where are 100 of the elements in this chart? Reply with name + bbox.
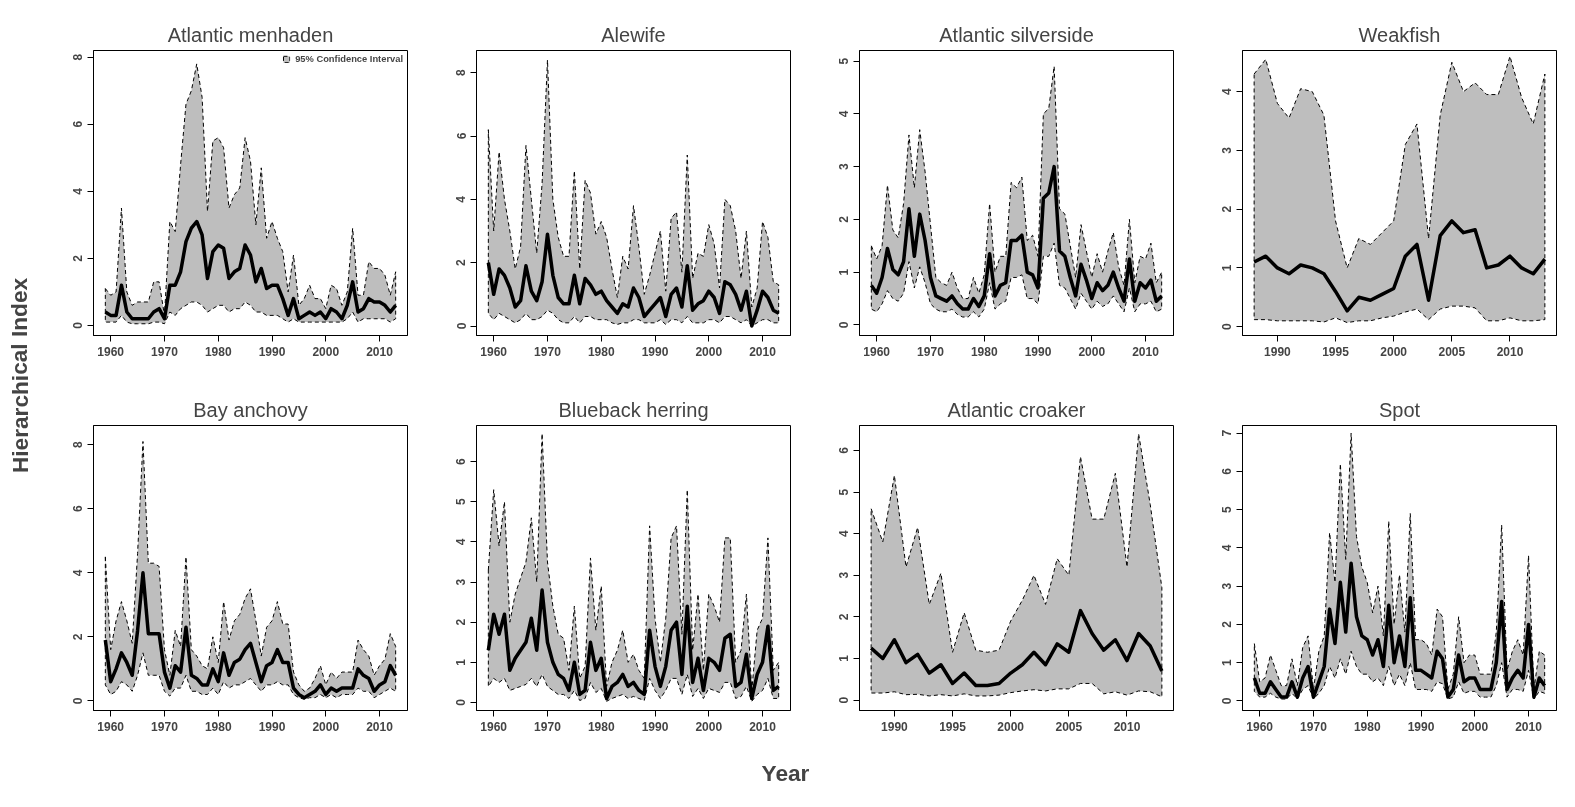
- y-tick-label: 5: [837, 57, 852, 65]
- x-tick-label: 1990: [258, 344, 286, 359]
- chart-title: Weakfish: [1358, 23, 1441, 46]
- y-tick-label: 6: [837, 446, 852, 454]
- chart-title: Bay anchovy: [193, 398, 308, 421]
- y-tick-label: 5: [837, 488, 852, 496]
- x-tick-label: 1970: [151, 344, 179, 359]
- y-tick-label: 6: [454, 132, 469, 140]
- y-tick-label: 0: [837, 696, 852, 704]
- x-tick-label: 1990: [641, 719, 669, 734]
- x-tick-label: 2010: [366, 344, 394, 359]
- y-tick-label: 6: [1220, 467, 1235, 475]
- x-tick-label: 1990: [1024, 344, 1052, 359]
- y-tick-label: 0: [71, 321, 86, 329]
- x-tick-label: 1990: [258, 719, 286, 734]
- x-tick-label: 2000: [1461, 719, 1489, 734]
- y-tick-label: 3: [1220, 146, 1235, 154]
- y-tick-label: 3: [1220, 582, 1235, 590]
- y-tick-label: 1: [1220, 264, 1235, 272]
- legend-label: 95% Confidence Interval: [295, 54, 403, 64]
- y-tick-label: 1: [454, 658, 469, 666]
- y-tick-label: 0: [1220, 323, 1235, 331]
- y-tick-label: 0: [454, 698, 469, 706]
- x-tick-label: 2010: [749, 719, 777, 734]
- x-tick-label: 2000: [312, 344, 340, 359]
- y-tick-label: 2: [71, 254, 86, 262]
- y-tick-label: 6: [454, 457, 469, 465]
- x-tick-label: 2000: [997, 719, 1025, 734]
- chart-title: Alewife: [601, 23, 666, 46]
- y-tick-label: 1: [837, 654, 852, 662]
- x-tick-label: 2000: [312, 719, 340, 734]
- y-tick-label: 8: [71, 441, 86, 449]
- y-tick-label: 3: [454, 578, 469, 586]
- y-tick-label: 0: [71, 697, 86, 705]
- chart-title: Spot: [1378, 398, 1421, 421]
- y-tick-label: 4: [837, 530, 852, 538]
- y-tick-label: 2: [454, 618, 469, 626]
- x-tick-label: 1990: [641, 344, 669, 359]
- y-tick-label: 7: [1220, 429, 1235, 437]
- x-tick-label: 2010: [749, 344, 777, 359]
- x-tick-label: 1970: [534, 344, 562, 359]
- x-tick-label: 1960: [863, 344, 891, 359]
- y-tick-label: 0: [837, 321, 852, 329]
- y-tick-label: 5: [454, 498, 469, 506]
- x-tick-label: 2000: [695, 719, 723, 734]
- x-tick-label: 1960: [97, 719, 125, 734]
- x-tick-label: 2000: [695, 344, 723, 359]
- y-tick-label: 4: [454, 538, 469, 546]
- x-tick-label: 1970: [534, 719, 562, 734]
- x-tick-label: 2000: [1078, 344, 1106, 359]
- y-tick-label: 2: [837, 215, 852, 223]
- y-tick-label: 4: [837, 110, 852, 118]
- x-tick-label: 1995: [1322, 344, 1350, 359]
- x-tick-label: 1990: [1407, 719, 1435, 734]
- x-tick-label: 1980: [587, 719, 615, 734]
- x-tick-label: 2010: [1496, 344, 1524, 359]
- x-tick-label: 1960: [480, 719, 508, 734]
- x-tick-label: 1960: [480, 344, 508, 359]
- chart-title: Atlantic menhaden: [167, 23, 334, 46]
- y-tick-label: 4: [71, 569, 86, 577]
- x-tick-label: 2005: [1438, 344, 1466, 359]
- y-tick-label: 2: [454, 259, 469, 266]
- y-tick-label: 1: [1220, 659, 1235, 667]
- y-tick-label: 4: [1220, 87, 1235, 95]
- x-tick-label: 2010: [1113, 719, 1141, 734]
- x-tick-label: 2000: [1380, 344, 1408, 359]
- x-tick-label: 1995: [939, 719, 967, 734]
- y-tick-label: 4: [71, 187, 86, 195]
- y-tick-label: 6: [71, 120, 86, 128]
- x-tick-label: 1980: [204, 719, 232, 734]
- x-tick-label: 1960: [1246, 719, 1274, 734]
- x-tick-label: 1970: [151, 719, 179, 734]
- y-tick-label: 8: [71, 53, 86, 61]
- y-tick-label: 2: [71, 633, 86, 641]
- y-tick-label: 2: [837, 613, 852, 621]
- x-tick-label: 2010: [1515, 719, 1543, 734]
- x-tick-label: 2005: [1055, 719, 1083, 734]
- x-tick-label: 1990: [881, 719, 909, 734]
- chart-title: Blueback herring: [558, 398, 709, 421]
- y-tick-label: 3: [837, 571, 852, 579]
- y-tick-label: 5: [1220, 506, 1235, 513]
- y-tick-label: 1: [837, 268, 852, 276]
- y-tick-label: 4: [1220, 544, 1235, 552]
- y-tick-label: 2: [1220, 205, 1235, 213]
- y-tick-label: 3: [837, 162, 852, 170]
- y-tick-label: 2: [1220, 620, 1235, 628]
- x-tick-label: 1970: [917, 344, 945, 359]
- y-tick-label: 0: [1220, 697, 1235, 705]
- x-tick-label: 1980: [970, 344, 998, 359]
- y-tick-label: 8: [454, 69, 469, 76]
- x-tick-label: 1970: [1300, 719, 1328, 734]
- x-tick-label: 2010: [1132, 344, 1160, 359]
- chart-title: Atlantic silverside: [939, 23, 1094, 46]
- x-tick-label: 1980: [204, 344, 232, 359]
- chart-title: Atlantic croaker: [947, 398, 1086, 421]
- x-tick-label: 1990: [1264, 344, 1292, 359]
- x-tick-label: 1980: [587, 344, 615, 359]
- x-axis-title: Year: [761, 760, 810, 786]
- x-tick-label: 2010: [366, 719, 394, 734]
- y-tick-label: 4: [454, 195, 469, 203]
